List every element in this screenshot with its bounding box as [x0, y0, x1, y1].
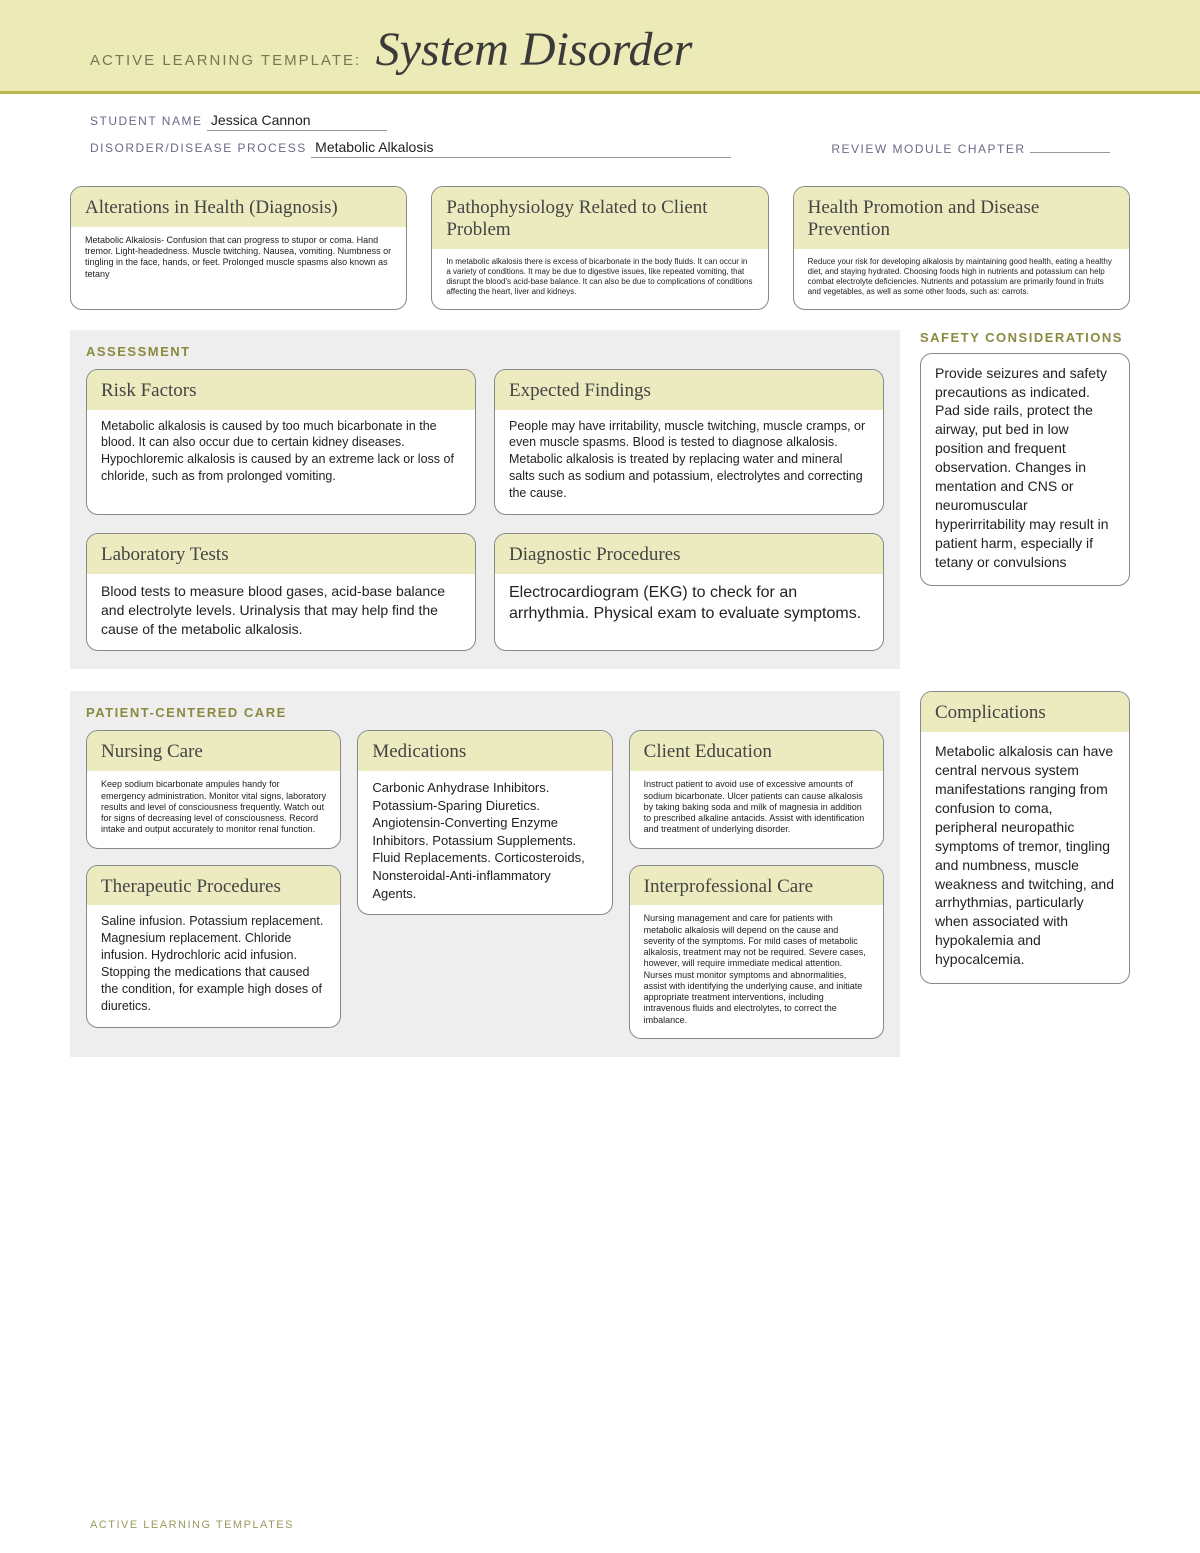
- client-education-title: Client Education: [630, 731, 883, 771]
- banner: ACTIVE LEARNING TEMPLATE: System Disorde…: [0, 0, 1200, 94]
- interprofessional-care-body: Nursing management and care for patients…: [630, 905, 883, 1038]
- assessment-block: ASSESSMENT Risk Factors Metabolic alkalo…: [70, 330, 900, 670]
- laboratory-tests-body: Blood tests to measure blood gases, acid…: [87, 574, 475, 651]
- alterations-body: Metabolic Alkalosis- Confusion that can …: [71, 227, 406, 292]
- therapeutic-procedures-body: Saline infusion. Potassium replacement. …: [87, 905, 340, 1026]
- medications-body: Carbonic Anhydrase Inhibitors. Potassium…: [358, 771, 611, 914]
- safety-column: SAFETY CONSIDERATIONS Provide seizures a…: [920, 330, 1130, 670]
- therapeutic-procedures-title: Therapeutic Procedures: [87, 866, 340, 906]
- banner-label: ACTIVE LEARNING TEMPLATE:: [90, 52, 361, 69]
- risk-factors-title: Risk Factors: [87, 370, 475, 410]
- pathophysiology-card: Pathophysiology Related to Client Proble…: [431, 186, 768, 310]
- laboratory-tests-card: Laboratory Tests Blood tests to measure …: [86, 533, 476, 652]
- alterations-title: Alterations in Health (Diagnosis): [71, 187, 406, 227]
- review-chapter-label: REVIEW MODULE CHAPTER: [831, 142, 1025, 156]
- safety-card: Provide seizures and safety precautions …: [920, 353, 1130, 587]
- top-row: Alterations in Health (Diagnosis) Metabo…: [70, 186, 1130, 310]
- complications-card: Complications Metabolic alkalosis can ha…: [920, 691, 1130, 984]
- safety-title: SAFETY CONSIDERATIONS: [920, 330, 1130, 345]
- expected-findings-body: People may have irritability, muscle twi…: [495, 410, 883, 514]
- assessment-title: ASSESSMENT: [86, 344, 884, 359]
- content: Alterations in Health (Diagnosis) Metabo…: [0, 176, 1200, 1077]
- medications-title: Medications: [358, 731, 611, 771]
- expected-findings-card: Expected Findings People may have irrita…: [494, 369, 884, 515]
- meta-block: STUDENT NAME Jessica Cannon DISORDER/DIS…: [0, 94, 1200, 176]
- therapeutic-procedures-card: Therapeutic Procedures Saline infusion. …: [86, 865, 341, 1028]
- complications-column: Complications Metabolic alkalosis can ha…: [920, 691, 1130, 1056]
- student-name-value: Jessica Cannon: [207, 112, 387, 131]
- nursing-care-body: Keep sodium bicarbonate ampules handy fo…: [87, 771, 340, 847]
- interprofessional-care-card: Interprofessional Care Nursing managemen…: [629, 865, 884, 1039]
- nursing-care-title: Nursing Care: [87, 731, 340, 771]
- risk-factors-body: Metabolic alkalosis is caused by too muc…: [87, 410, 475, 498]
- diagnostic-procedures-card: Diagnostic Procedures Electrocardiogram …: [494, 533, 884, 652]
- diagnostic-procedures-body: Electrocardiogram (EKG) to check for an …: [495, 574, 883, 637]
- client-education-card: Client Education Instruct patient to avo…: [629, 730, 884, 848]
- pcc-title: PATIENT-CENTERED CARE: [86, 705, 884, 720]
- client-education-body: Instruct patient to avoid use of excessi…: [630, 771, 883, 847]
- alterations-card: Alterations in Health (Diagnosis) Metabo…: [70, 186, 407, 310]
- pathophysiology-title: Pathophysiology Related to Client Proble…: [432, 187, 767, 249]
- interprofessional-care-title: Interprofessional Care: [630, 866, 883, 906]
- complications-body: Metabolic alkalosis can have central ner…: [921, 732, 1129, 983]
- pcc-row: PATIENT-CENTERED CARE Nursing Care Keep …: [70, 691, 1130, 1056]
- page: ACTIVE LEARNING TEMPLATE: System Disorde…: [0, 0, 1200, 1553]
- student-name-label: STUDENT NAME: [90, 114, 202, 128]
- diagnostic-procedures-title: Diagnostic Procedures: [495, 534, 883, 574]
- review-chapter-blank: [1030, 139, 1110, 153]
- disorder-label: DISORDER/DISEASE PROCESS: [90, 141, 307, 155]
- expected-findings-title: Expected Findings: [495, 370, 883, 410]
- health-promotion-title: Health Promotion and Disease Prevention: [794, 187, 1129, 249]
- laboratory-tests-title: Laboratory Tests: [87, 534, 475, 574]
- health-promotion-card: Health Promotion and Disease Prevention …: [793, 186, 1130, 310]
- health-promotion-body: Reduce your risk for developing alkalosi…: [794, 249, 1129, 309]
- banner-title: System Disorder: [376, 22, 693, 77]
- disorder-value: Metabolic Alkalosis: [311, 139, 731, 158]
- medications-card: Medications Carbonic Anhydrase Inhibitor…: [357, 730, 612, 915]
- pathophysiology-body: In metabolic alkalosis there is excess o…: [432, 249, 767, 309]
- assessment-row: ASSESSMENT Risk Factors Metabolic alkalo…: [70, 330, 1130, 670]
- pcc-block: PATIENT-CENTERED CARE Nursing Care Keep …: [70, 691, 900, 1056]
- complications-title: Complications: [921, 692, 1129, 732]
- risk-factors-card: Risk Factors Metabolic alkalosis is caus…: [86, 369, 476, 515]
- nursing-care-card: Nursing Care Keep sodium bicarbonate amp…: [86, 730, 341, 848]
- safety-body: Provide seizures and safety precautions …: [921, 354, 1129, 586]
- footer-label: ACTIVE LEARNING TEMPLATES: [90, 1519, 294, 1531]
